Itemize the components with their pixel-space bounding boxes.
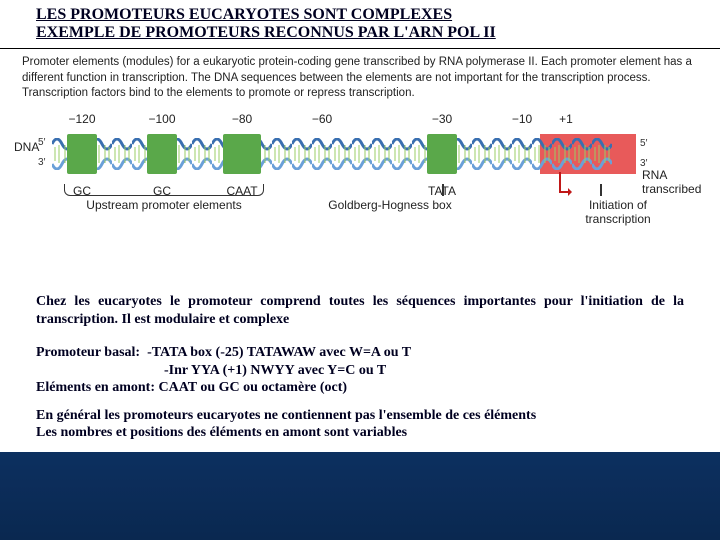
pos-minus80: −80 xyxy=(232,112,252,126)
pos-minus30: −30 xyxy=(432,112,452,126)
slide: LES PROMOTEURS EUCARYOTES SONT COMPLEXES… xyxy=(0,0,720,540)
pos-minus120: −120 xyxy=(68,112,95,126)
basal-line2: -Inr YYA (+1) NWYY avec Y=C ou T xyxy=(164,362,684,380)
goldberg-tick xyxy=(442,184,444,196)
dna-5prime-right: 5′ xyxy=(640,138,647,149)
gc-box-1 xyxy=(67,134,97,174)
caat-box xyxy=(223,134,261,174)
pos-plus1: +1 xyxy=(559,112,573,126)
basal-line1: -TATA box (-25) TATAWAW avec W=A ou T xyxy=(147,345,411,360)
title-block: LES PROMOTEURS EUCARYOTES SONT COMPLEXES… xyxy=(0,0,720,49)
basal-line: Promoteur basal: -TATA box (-25) TATAWAW… xyxy=(36,344,684,362)
dna-helix xyxy=(52,138,612,170)
pos-minus10: −10 xyxy=(512,112,532,126)
body-block-1: Chez les eucaryotes le promoteur compren… xyxy=(0,285,720,338)
title-line-1: LES PROMOTEURS EUCARYOTES SONT COMPLEXES xyxy=(36,6,702,24)
upstream-label: Upstream promoter elements xyxy=(86,198,241,212)
initiation-tick xyxy=(600,184,602,196)
dna-row: DNA 5′ 3′ xyxy=(10,132,710,178)
figure-caption: Promoter elements (modules) for a eukary… xyxy=(22,55,698,102)
gc-box-2 xyxy=(147,134,177,174)
figure-bottom-labels: Upstream promoter elements Goldberg-Hogn… xyxy=(10,184,710,228)
basal-header: Promoteur basal: xyxy=(36,345,140,360)
amont-line: Eléments en amont: CAAT ou GC ou octamèr… xyxy=(36,379,684,397)
paragraph-2b: Les nombres et positions des éléments en… xyxy=(36,424,684,442)
figure-panel: Promoter elements (modules) for a eukary… xyxy=(0,49,720,285)
body-block-2: Promoteur basal: -TATA box (-25) TATAWAW… xyxy=(0,338,720,452)
upstream-brace xyxy=(64,184,264,196)
tata-box xyxy=(427,134,457,174)
title-line-2: EXEMPLE DE PROMOTEURS RECONNUS PAR L'ARN… xyxy=(36,24,702,42)
pos-minus100: −100 xyxy=(148,112,175,126)
dna-3prime-left: 3′ xyxy=(38,158,45,168)
position-ruler: −120 −100 −80 −60 −30 −10 +1 xyxy=(10,112,710,130)
paragraph-2a: En général les promoteurs eucaryotes ne … xyxy=(36,407,684,425)
spacer xyxy=(36,397,684,407)
pos-minus60: −60 xyxy=(312,112,332,126)
paragraph-1: Chez les eucaryotes le promoteur compren… xyxy=(36,293,684,328)
initiation-label: Initiation of transcription xyxy=(572,198,664,226)
dna-label: DNA xyxy=(14,140,39,154)
goldberg-label: Goldberg-Hogness box xyxy=(328,198,451,212)
dna-5prime-left: 5′ xyxy=(38,138,45,148)
